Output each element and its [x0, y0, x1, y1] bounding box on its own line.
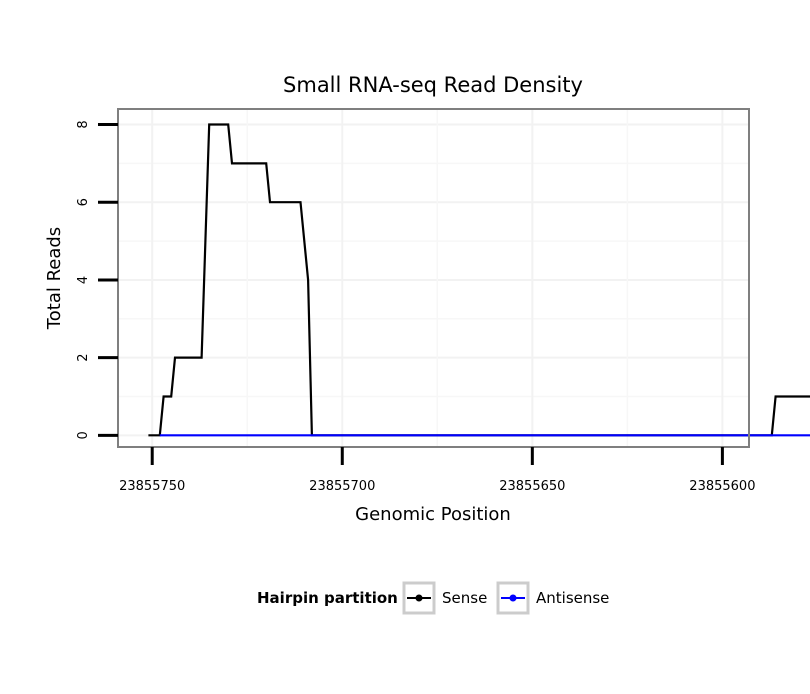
legend-key-point-sense	[415, 594, 423, 602]
x-tick-label: 23855600	[689, 479, 755, 494]
y-tick-label: 6	[76, 198, 91, 206]
x-tick-label: 23855650	[499, 479, 565, 494]
plot-background	[118, 109, 749, 447]
y-tick-label: 0	[76, 431, 91, 439]
x-tick-label: 23855700	[309, 479, 375, 494]
y-tick-label: 2	[76, 354, 91, 362]
y-tick-label: 4	[76, 276, 91, 284]
y-axis: 0 2 4 6 8	[76, 120, 118, 439]
legend-label-sense: Sense	[442, 589, 487, 607]
legend-label-antisense: Antisense	[536, 589, 609, 607]
x-axis: 23855750 23855700 23855650 23855600	[119, 447, 755, 494]
x-tick-label: 23855750	[119, 479, 185, 494]
y-axis-label: Total Reads	[44, 227, 65, 330]
legend-entries: Sense Antisense	[402, 581, 609, 615]
legend-title: Hairpin partition	[257, 589, 398, 607]
y-tick-label: 8	[76, 120, 91, 128]
chart-title: Small RNA-seq Read Density	[283, 73, 583, 97]
legend: Hairpin partition Sense Antisense	[257, 581, 609, 615]
plot-panel	[117, 108, 810, 448]
series-layer	[148, 123, 810, 437]
x-axis-label: Genomic Position	[355, 504, 511, 525]
series-line-sense	[148, 123, 810, 437]
legend-key-point-antisense	[509, 594, 517, 602]
plot-border	[117, 108, 750, 448]
